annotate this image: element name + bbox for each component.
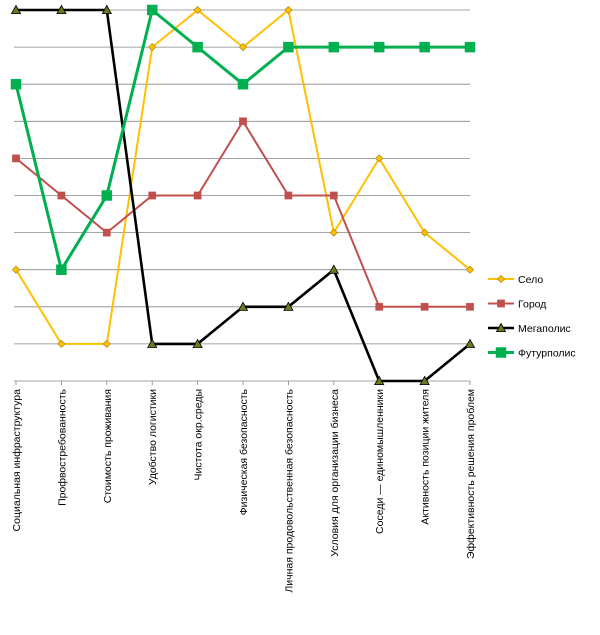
data-point (495, 322, 507, 333)
data-point (496, 274, 506, 284)
data-point (466, 302, 474, 311)
data-point (375, 302, 384, 311)
legend-label: Село (518, 274, 543, 286)
data-point (283, 301, 294, 311)
data-point (238, 43, 248, 52)
data-point (237, 301, 249, 311)
data-point (102, 339, 111, 348)
data-point (11, 265, 21, 274)
data-point (10, 78, 22, 90)
data-point (192, 41, 203, 53)
data-point (101, 190, 113, 201)
data-point (148, 43, 157, 52)
data-point (57, 339, 66, 348)
data-point (374, 375, 385, 386)
data-point (102, 228, 111, 237)
data-point (237, 78, 249, 90)
plot-area (10, 4, 476, 386)
data-point (56, 4, 67, 15)
data-point (420, 302, 429, 311)
data-point (284, 5, 293, 15)
data-point (57, 191, 66, 200)
data-point (420, 228, 429, 237)
x-tick-label: Эффективность решения проблем (465, 389, 477, 559)
x-tick-label: Стоимость проживания (102, 389, 114, 503)
data-point (497, 299, 505, 308)
data-point (328, 264, 339, 274)
x-tick-label: Физическая безопасность (238, 388, 250, 515)
data-point (419, 375, 430, 386)
data-point (193, 191, 202, 200)
x-tick-label: Удобство логистики (147, 389, 159, 485)
data-point (283, 41, 294, 53)
data-point (147, 338, 158, 348)
data-point (328, 41, 340, 53)
series-line (15, 119, 470, 308)
x-tick-label: Чистота окр.среды (193, 389, 205, 480)
x-axis: Социальная инфраструктура Профвостребован… (11, 380, 477, 593)
data-point (148, 191, 157, 200)
x-tick-label: Профвостребованность (56, 388, 68, 505)
series-line (15, 8, 471, 345)
data-point (464, 338, 476, 348)
data-point (465, 265, 475, 274)
data-point (284, 191, 293, 200)
data-point (146, 4, 158, 16)
data-point (192, 338, 203, 348)
data-point (495, 347, 507, 358)
x-tick-label: Активность позиции жителя (420, 389, 432, 525)
legend-label: Город (518, 299, 546, 311)
data-point (193, 5, 202, 15)
data-point (329, 228, 338, 237)
data-point (373, 41, 385, 53)
data-point (329, 191, 338, 200)
legend-label: Футурполис (518, 348, 576, 360)
data-point (239, 117, 247, 126)
data-point (464, 41, 476, 53)
data-point (419, 41, 430, 53)
data-point (101, 4, 112, 15)
x-tick-label: Социальная инфраструктура (11, 389, 23, 532)
x-tick-label: Условия для организации бизнеса (329, 389, 341, 557)
data-point (12, 154, 20, 163)
data-point (375, 154, 384, 163)
data-point (10, 4, 22, 15)
x-tick-label: Соседи — единомышленники (374, 389, 386, 534)
data-point (56, 264, 67, 275)
x-tick-label: Личная продовольственная безопасность (283, 388, 295, 592)
gridlines (14, 9, 470, 345)
legend-label: Мегаполис (518, 323, 571, 335)
legend: Село Город Мегаполис Футурполис (488, 274, 576, 360)
